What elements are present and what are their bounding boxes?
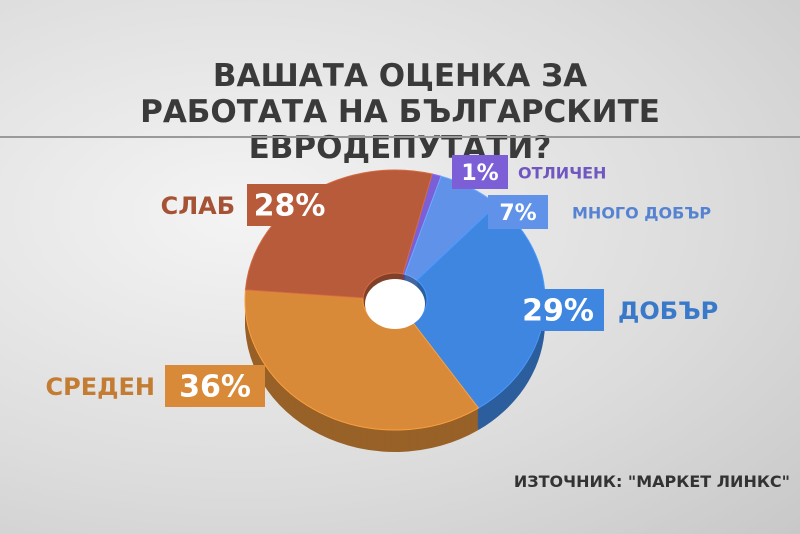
category-label: ДОБЪР (618, 297, 718, 325)
slice (412, 204, 546, 409)
category-label: ОТЛИЧЕН (518, 164, 606, 183)
title-rule (0, 136, 800, 138)
value-label-box (488, 195, 548, 229)
value-label-box (512, 289, 604, 331)
category-label: СЛАБ (161, 192, 235, 220)
value-label: 29% (522, 294, 594, 329)
donut-hole (365, 279, 425, 329)
value-label-box (165, 365, 265, 407)
slice (244, 169, 433, 299)
value-label: 28% (254, 189, 326, 224)
value-label-box (247, 184, 332, 226)
source: ИЗТОЧНИК: "МАРКЕТ ЛИНКС" (513, 472, 790, 491)
value-label: 1% (461, 161, 498, 186)
category-label: МНОГО ДОБЪР (572, 204, 711, 223)
value-label: 7% (499, 201, 536, 226)
value-label-box (452, 155, 508, 189)
value-label: 36% (179, 370, 251, 405)
category-label: СРЕДЕН (46, 373, 155, 401)
